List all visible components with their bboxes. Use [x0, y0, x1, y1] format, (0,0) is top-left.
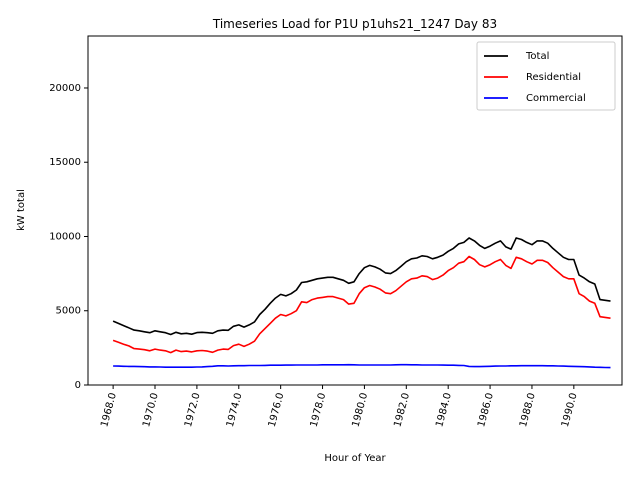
y-tick-label: 10000 — [49, 231, 81, 242]
y-axis-ticks: 0 5000 10000 15000 20000 — [49, 83, 88, 391]
y-tick-label: 5000 — [56, 306, 81, 317]
x-axis-label: Hour of Year — [324, 453, 386, 464]
y-tick-label: 20000 — [49, 83, 81, 94]
legend-label-commercial: Commercial — [526, 93, 586, 104]
axes-frame — [87, 35, 623, 386]
legend-label-residential: Residential — [526, 72, 581, 83]
y-axis-label: kW total — [16, 189, 27, 231]
legend: Total Residential Commercial — [476, 41, 616, 111]
series-line-residential — [112, 255, 611, 354]
legend-frame — [476, 41, 616, 111]
series-line-total — [112, 237, 611, 336]
chart-title: Timeseries Load for P1U p1uhs21_1247 Day… — [212, 17, 497, 31]
series-layer — [112, 237, 611, 369]
legend-label-total: Total — [525, 51, 549, 62]
y-tick-label: 0 — [75, 380, 81, 391]
y-tick-label: 15000 — [49, 157, 81, 168]
series-line-commercial — [113, 363, 611, 369]
